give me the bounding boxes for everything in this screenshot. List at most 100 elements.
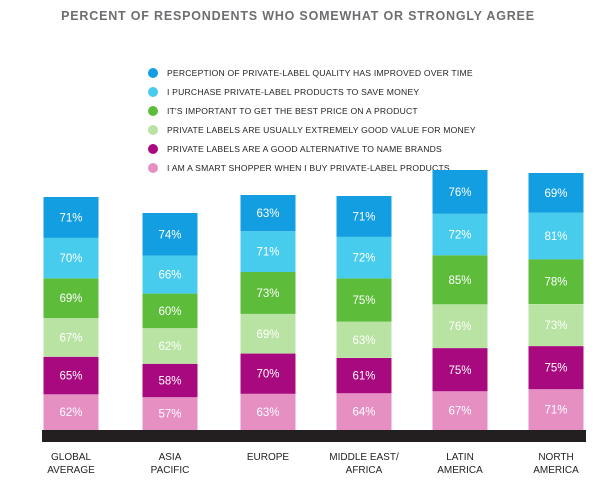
category-label: GLOBAL xyxy=(51,452,91,463)
chart-title: PERCENT OF RESPONDENTS WHO SOMEWHAT OR S… xyxy=(61,9,535,23)
data-label: 71% xyxy=(544,405,567,417)
bar-segment xyxy=(43,318,99,357)
data-label: 71% xyxy=(352,212,375,224)
data-label: 69% xyxy=(544,188,567,200)
bar-segment xyxy=(336,358,392,394)
legend-dot-icon xyxy=(148,143,158,154)
bar-segment xyxy=(432,348,488,392)
bar-segment xyxy=(142,363,198,398)
category-label: MIDDLE EAST/ xyxy=(329,452,399,463)
data-label: 58% xyxy=(158,376,181,388)
category-label: ASIA xyxy=(159,452,182,463)
bar-segment xyxy=(240,353,296,394)
data-label: 74% xyxy=(158,229,181,241)
bar-segment xyxy=(336,278,392,322)
legend-dot-icon xyxy=(148,67,158,78)
data-label: 85% xyxy=(448,275,471,287)
legend-label: IT'S IMPORTANT TO GET THE BEST PRICE ON … xyxy=(167,105,418,116)
bar-segment xyxy=(432,255,488,305)
category-label: AVERAGE xyxy=(47,465,95,476)
bar-segment xyxy=(43,237,99,279)
data-label: 76% xyxy=(448,321,471,333)
data-label: 72% xyxy=(448,230,471,242)
bar-segment xyxy=(142,213,198,256)
legend-item: PRIVATE LABELS ARE A GOOD ALTERNATIVE TO… xyxy=(148,139,476,158)
data-label: 76% xyxy=(448,187,471,199)
bar-segment xyxy=(43,356,99,395)
data-label: 66% xyxy=(158,270,181,282)
legend-item: I AM A SMART SHOPPER WHEN I BUY PRIVATE-… xyxy=(148,158,476,177)
bar-segment xyxy=(142,328,198,364)
bar-segment xyxy=(240,313,296,354)
data-label: 67% xyxy=(59,332,82,344)
bar-segment xyxy=(43,394,99,430)
data-label: 62% xyxy=(59,407,82,419)
legend-label: I AM A SMART SHOPPER WHEN I BUY PRIVATE-… xyxy=(167,162,450,173)
bar-segment xyxy=(240,272,296,314)
data-label: 72% xyxy=(352,253,375,265)
data-label: 62% xyxy=(158,341,181,353)
category-label: AMERICA xyxy=(533,465,579,476)
legend-label: I PURCHASE PRIVATE-LABEL PRODUCTS TO SAV… xyxy=(167,86,420,97)
data-label: 73% xyxy=(256,288,279,300)
data-label: 69% xyxy=(59,293,82,305)
category-label: AFRICA xyxy=(346,465,383,476)
category-label: LATIN xyxy=(446,452,474,463)
data-label: 73% xyxy=(544,320,567,332)
bar-segment xyxy=(528,212,584,260)
data-label: 75% xyxy=(448,365,471,377)
category-label: EUROPE xyxy=(247,452,290,463)
data-label: 65% xyxy=(59,371,82,383)
bar-segment xyxy=(528,346,584,390)
data-label: 81% xyxy=(544,231,567,243)
bar-segment xyxy=(336,321,392,358)
category-label: AMERICA xyxy=(437,465,483,476)
legend-item: IT'S IMPORTANT TO GET THE BEST PRICE ON … xyxy=(148,101,476,120)
legend-label: PRIVATE LABELS ARE A GOOD ALTERNATIVE TO… xyxy=(167,143,442,154)
bar-segment xyxy=(432,391,488,430)
legend-item: PERCEPTION OF PRIVATE-LABEL QUALITY HAS … xyxy=(148,63,476,82)
data-label: 64% xyxy=(352,407,375,419)
bar-segment xyxy=(142,397,198,430)
chart-baseline xyxy=(42,430,586,442)
legend: PERCEPTION OF PRIVATE-LABEL QUALITY HAS … xyxy=(148,63,476,177)
data-label: 57% xyxy=(158,409,181,421)
bar-segment xyxy=(432,170,488,214)
bar-segment xyxy=(528,389,584,430)
bar-segment xyxy=(528,304,584,347)
data-label: 63% xyxy=(352,335,375,347)
bar-segment xyxy=(240,393,296,430)
bar-segment xyxy=(142,255,198,294)
bar-segment xyxy=(142,293,198,329)
legend-item: I PURCHASE PRIVATE-LABEL PRODUCTS TO SAV… xyxy=(148,82,476,101)
legend-label: PERCEPTION OF PRIVATE-LABEL QUALITY HAS … xyxy=(167,67,473,78)
data-label: 75% xyxy=(352,295,375,307)
bar-segment xyxy=(336,236,392,279)
legend-dot-icon xyxy=(148,86,158,97)
legend-dot-icon xyxy=(148,124,158,135)
bar-segment xyxy=(240,231,296,272)
data-label: 75% xyxy=(544,363,567,375)
legend-dot-icon xyxy=(148,162,158,173)
category-label: NORTH xyxy=(538,452,573,463)
data-label: 63% xyxy=(256,407,279,419)
bar-segment xyxy=(43,197,99,238)
data-label: 78% xyxy=(544,277,567,289)
bar-segment xyxy=(432,304,488,349)
data-label: 71% xyxy=(59,213,82,225)
data-label: 63% xyxy=(256,208,279,220)
data-label: 67% xyxy=(448,406,471,418)
bar-segment xyxy=(43,278,99,319)
data-label: 71% xyxy=(256,247,279,259)
bar-segment xyxy=(432,213,488,256)
legend-item: PRIVATE LABELS ARE USUALLY EXTREMELY GOO… xyxy=(148,120,476,139)
legend-dot-icon xyxy=(148,105,158,116)
category-label: PACIFIC xyxy=(151,465,190,476)
data-label: 60% xyxy=(158,306,181,318)
bar-segment xyxy=(336,196,392,237)
data-label: 61% xyxy=(352,371,375,383)
bar-segment xyxy=(528,173,584,213)
data-label: 70% xyxy=(256,369,279,381)
bar-segment xyxy=(336,393,392,430)
